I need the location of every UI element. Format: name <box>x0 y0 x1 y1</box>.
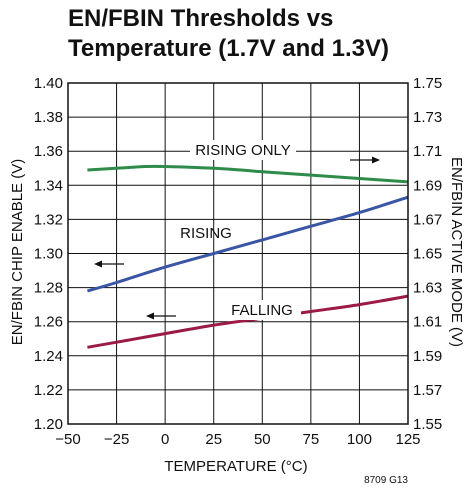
y-tick-label-left: 1.20 <box>34 416 63 433</box>
x-tick-label: 125 <box>395 431 420 448</box>
y-tick-label-left: 1.30 <box>34 246 63 263</box>
y-tick-label-right: 1.65 <box>413 246 442 263</box>
y-tick-label-left: 1.32 <box>34 211 63 228</box>
plot-frame <box>67 82 409 425</box>
x-tick-label: −25 <box>104 431 129 448</box>
y-tick-label-right: 1.59 <box>413 348 442 365</box>
y-tick-label-right: 1.69 <box>413 177 442 194</box>
right-axis-arrow <box>350 156 380 164</box>
y-tick-label-right: 1.75 <box>413 75 442 92</box>
x-tick-label: 75 <box>303 431 320 448</box>
x-tick-label: −50 <box>55 431 80 448</box>
y-tick-label-right: 1.63 <box>413 280 442 297</box>
y-tick-label-left: 1.28 <box>34 280 63 297</box>
left-axis-arrow-falling <box>146 312 176 320</box>
y-tick-label-left: 1.40 <box>34 75 63 92</box>
y-axis-label-left: EN/FBIN CHIP ENABLE (V) <box>9 159 26 345</box>
y-tick-label-left: 1.34 <box>34 177 63 194</box>
y-tick-label-left: 1.24 <box>34 348 63 365</box>
y-tick-label-right: 1.61 <box>413 314 442 331</box>
x-axis-label: TEMPERATURE (°C) <box>164 458 307 475</box>
rising-label: RISING <box>180 225 232 242</box>
rising-only-label: RISING ONLY <box>195 142 291 159</box>
x-tick-label: 25 <box>205 431 222 448</box>
y-tick-label-right: 1.67 <box>413 211 442 228</box>
y-tick-label-right: 1.71 <box>413 143 442 160</box>
y-tick-label-left: 1.36 <box>34 143 63 160</box>
tick-labels: −50 −25 0 25 50 75 100 125 1.20 1.22 1.24 1.26 1.28 1… <box>34 75 442 448</box>
chart-title-line-2: Temperature (1.7V and 1.3V) <box>68 35 389 62</box>
x-tick-label: 0 <box>161 431 169 448</box>
y-tick-label-left: 1.38 <box>34 109 63 126</box>
grid-lines <box>68 83 408 424</box>
x-tick-label: 50 <box>254 431 271 448</box>
figure-id: 8709 G13 <box>364 475 408 486</box>
x-tick-label: 100 <box>347 431 372 448</box>
falling-label: FALLING <box>231 302 293 319</box>
left-axis-arrow-rising <box>94 260 124 268</box>
rising-only-label-bg <box>190 140 296 160</box>
series-line-falling <box>87 294 409 349</box>
series-line-rising <box>86 195 409 293</box>
y-axis-label-right: EN/FBIN ACTIVE MODE (V) <box>448 157 465 347</box>
y-tick-label-right: 1.73 <box>413 109 442 126</box>
y-tick-label-right: 1.55 <box>413 416 442 433</box>
y-tick-label-left: 1.26 <box>34 314 63 331</box>
falling-label-bg <box>223 300 301 320</box>
chart-title-line-1: EN/FBIN Thresholds vs <box>68 5 334 32</box>
series-lines <box>86 164 409 349</box>
y-tick-label-right: 1.57 <box>413 382 442 399</box>
chart-title: EN/FBIN Thresholds vs Temperature (1.7V … <box>68 4 389 64</box>
y-tick-label-left: 1.22 <box>34 382 63 399</box>
series-line-rising-only <box>87 164 409 184</box>
